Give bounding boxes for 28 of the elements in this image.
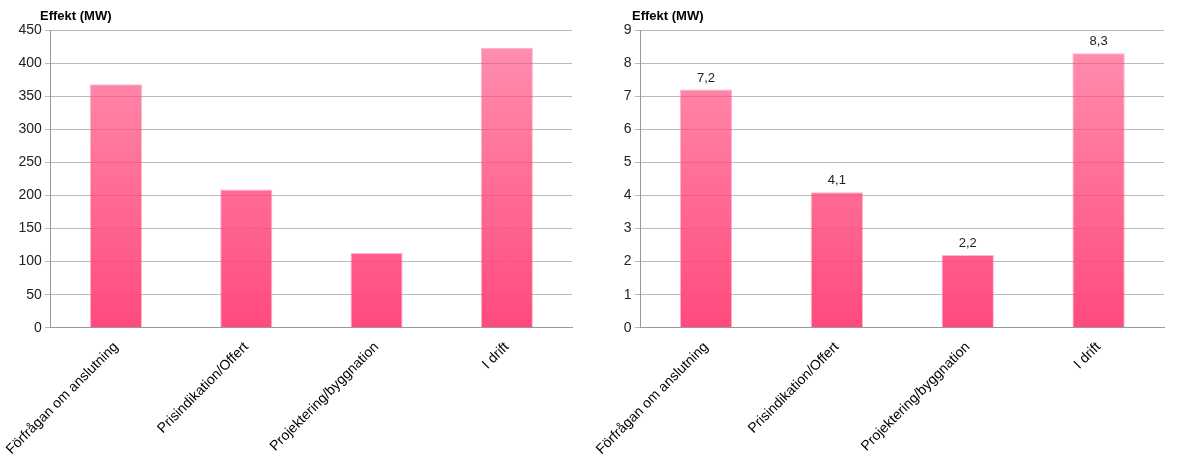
data-label: 8,3 <box>1089 33 1108 49</box>
y-tick-label: 250 <box>18 153 43 170</box>
y-tick-label: 300 <box>18 120 43 137</box>
x-tick-label: I drift <box>1070 338 1104 372</box>
y-tick-label: 1 <box>623 285 632 302</box>
y-tick-label: 100 <box>18 252 43 269</box>
y-tick-label: 4 <box>623 186 632 203</box>
x-tick-label: I drift <box>478 338 512 372</box>
y-tick-label: 50 <box>26 285 43 302</box>
y-tick-label: 0 <box>34 318 43 335</box>
y-tick-label: 2 <box>623 252 632 269</box>
y-tick-label: 5 <box>623 153 632 170</box>
y-tick-label: 200 <box>18 186 43 203</box>
y-tick-label: 400 <box>18 53 43 70</box>
y-tick-label: 350 <box>18 87 43 104</box>
y-axis-title: Effekt (MW) <box>632 7 704 23</box>
data-label: 4,1 <box>827 172 846 188</box>
y-tick-label: 9 <box>623 20 632 37</box>
y-tick-label: 7 <box>623 87 632 104</box>
data-label: 7,2 <box>696 69 716 85</box>
y-tick-label: 6 <box>623 120 632 137</box>
y-tick-label: 8 <box>623 53 632 70</box>
y-tick-label: 150 <box>18 219 43 236</box>
data-label: 2,2 <box>958 235 977 251</box>
y-axis-title: Effekt (MW) <box>40 7 112 23</box>
y-tick-label: 3 <box>623 219 632 236</box>
y-tick-label: 0 <box>623 318 632 335</box>
y-tick-label: 450 <box>18 20 43 37</box>
